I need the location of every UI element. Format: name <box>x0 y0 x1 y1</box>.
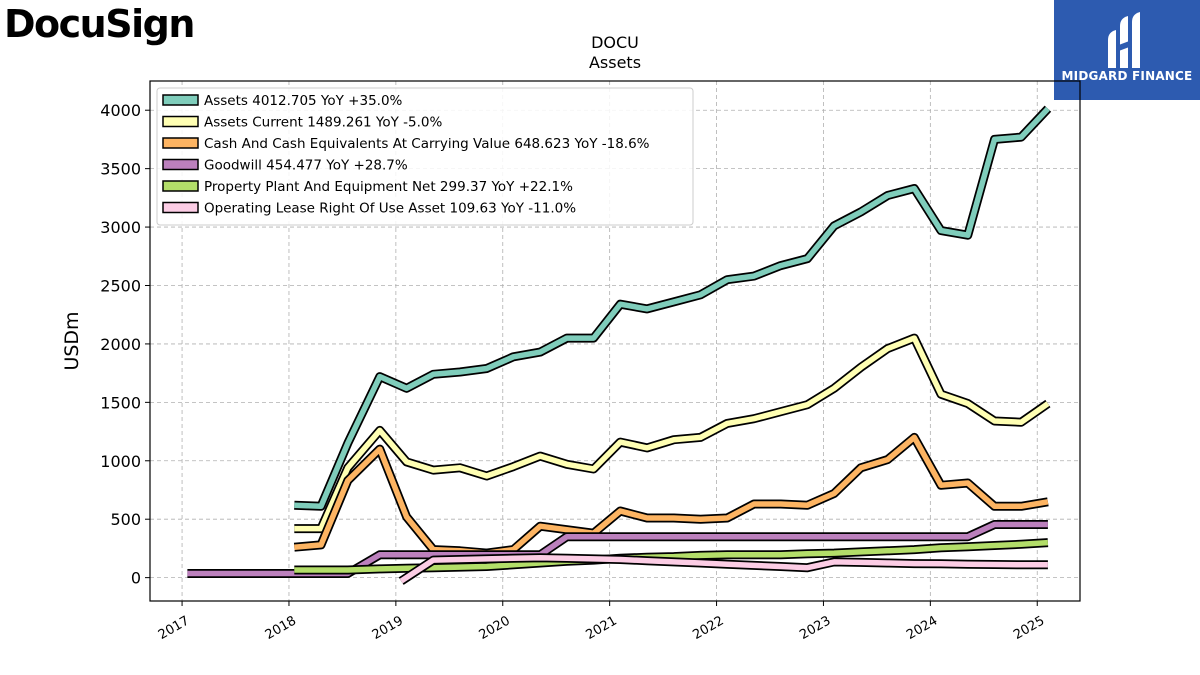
x-tick-label: 2020 <box>477 613 513 643</box>
docusign-logo: DocuSign <box>4 2 195 46</box>
legend-box <box>156 87 694 226</box>
x-tick-label: 2021 <box>583 613 619 643</box>
midgard-finance-name: MIDGARD FINANCE <box>1061 69 1193 83</box>
legend-swatch-2 <box>162 137 199 149</box>
legend: Assets 4012.705 YoY +35.0% Assets Current… <box>156 87 694 226</box>
y-axis-label: USDm <box>61 311 83 370</box>
y-tick-label: 2000 <box>100 335 141 354</box>
y-tick-label: 500 <box>110 510 141 529</box>
legend-swatch-5 <box>162 201 199 214</box>
midgard-finance-logo: MIDGARD FINANCE <box>1054 0 1200 100</box>
y-tick-label: 0 <box>131 569 141 588</box>
x-tick-label: 2025 <box>1011 613 1047 643</box>
chart-subtitle: Assets <box>589 53 641 72</box>
x-axis-ticks: 2017 2018 2019 2020 2021 2022 2023 2024 2025 <box>156 601 1047 643</box>
legend-entry-2: Cash And Cash Equivalents At Carrying Va… <box>204 136 650 152</box>
series-line-5 <box>399 555 1048 584</box>
legend-swatch-4 <box>162 180 199 192</box>
legend-swatch-1 <box>162 115 199 128</box>
y-tick-label: 2500 <box>100 276 141 295</box>
series-lines <box>187 105 1052 585</box>
legend-entry-5: Operating Lease Right Of Use Asset 109.6… <box>204 201 576 217</box>
x-tick-label: 2024 <box>904 613 940 643</box>
legend-entry-1: Assets Current 1489.261 YoY -5.0% <box>204 115 443 131</box>
series-line-0 <box>294 106 1050 510</box>
legend-entry-0: Assets 4012.705 YoY +35.0% <box>204 93 403 109</box>
series-line-3 <box>187 521 1048 577</box>
x-tick-label: 2018 <box>263 613 299 643</box>
y-tick-label: 1000 <box>100 452 141 471</box>
x-tick-label: 2017 <box>156 613 192 643</box>
legend-entry-3: Goodwill 454.477 YoY +28.7% <box>204 158 408 174</box>
legend-entry-4: Property Plant And Equipment Net 299.37 … <box>204 179 573 195</box>
legend-swatch-0 <box>162 94 199 106</box>
series-outline-1 <box>294 333 1051 534</box>
x-tick-label: 2022 <box>690 613 726 643</box>
series-line-1 <box>294 335 1050 532</box>
plot-area-frame <box>149 80 1081 602</box>
y-tick-label: 3000 <box>100 218 141 237</box>
series-line-2 <box>294 434 1049 556</box>
chart-title: DOCU <box>591 33 639 52</box>
y-tick-label: 4000 <box>100 101 141 120</box>
x-tick-label: 2019 <box>370 613 406 643</box>
midgard-emblem-icon <box>1108 12 1140 68</box>
y-tick-label: 1500 <box>100 393 141 412</box>
y-axis-ticks: 0 500 1000 1500 2000 2500 3000 3500 4000 <box>100 101 150 588</box>
legend-swatch-3 <box>162 158 199 171</box>
y-tick-label: 3500 <box>100 160 141 179</box>
x-tick-label: 2023 <box>797 613 833 643</box>
